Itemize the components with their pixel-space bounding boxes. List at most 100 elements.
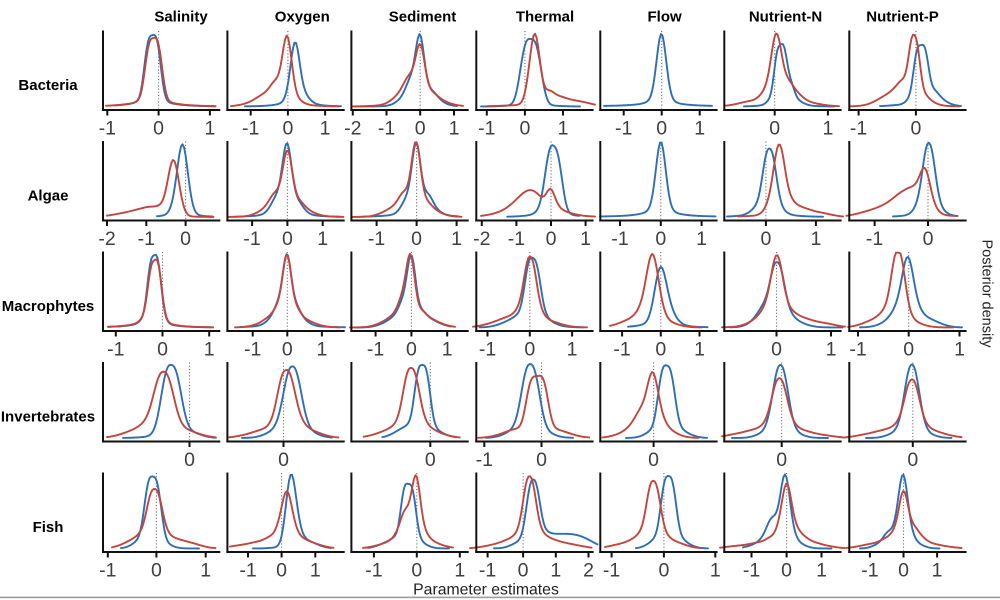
svg-text:Bacteria: Bacteria [18, 77, 78, 94]
svg-text:Nutrient-P: Nutrient-P [866, 8, 939, 25]
svg-text:-1: -1 [476, 449, 493, 471]
svg-text:0: 0 [518, 560, 529, 582]
svg-text:1: 1 [204, 339, 215, 361]
svg-text:0: 0 [180, 228, 191, 250]
svg-text:1: 1 [558, 118, 569, 140]
svg-text:0: 0 [278, 449, 289, 471]
svg-text:1: 1 [694, 339, 705, 361]
svg-text:0: 0 [655, 228, 666, 250]
svg-text:0: 0 [656, 118, 667, 140]
svg-text:1: 1 [696, 228, 707, 250]
svg-text:-1: -1 [743, 560, 760, 582]
svg-text:0: 0 [411, 560, 422, 582]
svg-text:0: 0 [153, 118, 164, 140]
svg-text:0: 0 [658, 560, 669, 582]
svg-text:0: 0 [276, 560, 287, 582]
svg-text:1: 1 [200, 560, 211, 582]
svg-text:1: 1 [442, 339, 453, 361]
svg-text:-1: -1 [603, 560, 620, 582]
svg-text:-2: -2 [98, 228, 115, 250]
svg-text:-1: -1 [849, 339, 866, 361]
svg-text:-1: -1 [478, 118, 495, 140]
svg-text:0: 0 [898, 560, 909, 582]
svg-text:0: 0 [546, 228, 557, 250]
svg-text:1: 1 [310, 560, 321, 582]
svg-text:0: 0 [769, 118, 780, 140]
svg-text:1: 1 [694, 118, 705, 140]
svg-text:Algae: Algae [28, 188, 69, 205]
svg-text:Salinity: Salinity [154, 8, 208, 25]
svg-text:-1: -1 [508, 228, 525, 250]
svg-text:0: 0 [776, 449, 787, 471]
svg-text:Posterior density: Posterior density [979, 240, 995, 349]
svg-text:1: 1 [449, 118, 460, 140]
svg-text:1: 1 [710, 560, 721, 582]
svg-text:Nutrient-N: Nutrient-N [749, 8, 822, 25]
svg-text:-1: -1 [368, 228, 385, 250]
svg-text:Oxygen: Oxygen [275, 8, 330, 25]
svg-text:0: 0 [157, 339, 168, 361]
svg-text:-1: -1 [138, 228, 155, 250]
svg-text:-1: -1 [99, 118, 116, 140]
svg-text:-1: -1 [866, 228, 883, 250]
svg-text:-1: -1 [242, 118, 259, 140]
svg-text:1: 1 [567, 339, 578, 361]
svg-text:0: 0 [406, 339, 417, 361]
svg-text:1: 1 [317, 228, 328, 250]
svg-text:-1: -1 [244, 339, 261, 361]
svg-text:1: 1 [316, 339, 327, 361]
svg-text:Sediment: Sediment [389, 8, 457, 25]
svg-text:Invertebrates: Invertebrates [1, 409, 95, 426]
svg-text:0: 0 [519, 118, 530, 140]
svg-text:Flow: Flow [648, 8, 682, 25]
svg-text:1: 1 [580, 228, 591, 250]
svg-text:-1: -1 [861, 560, 878, 582]
svg-text:-1: -1 [615, 118, 632, 140]
svg-text:0: 0 [760, 228, 771, 250]
svg-text:0: 0 [282, 118, 293, 140]
svg-text:-1: -1 [367, 339, 384, 361]
svg-text:-1: -1 [365, 560, 382, 582]
svg-text:-1: -1 [479, 339, 496, 361]
svg-text:-2: -2 [473, 228, 490, 250]
svg-text:0: 0 [411, 228, 422, 250]
svg-text:-1: -1 [850, 118, 867, 140]
svg-text:0: 0 [425, 449, 436, 471]
svg-text:-2: -2 [344, 118, 361, 140]
svg-text:1: 1 [822, 118, 833, 140]
svg-text:-1: -1 [611, 228, 628, 250]
svg-text:1: 1 [826, 339, 837, 361]
svg-text:-1: -1 [613, 339, 630, 361]
svg-text:0: 0 [524, 339, 535, 361]
svg-text:0: 0 [655, 339, 666, 361]
svg-text:0: 0 [415, 118, 426, 140]
svg-text:1: 1 [454, 560, 465, 582]
svg-text:1: 1 [932, 560, 943, 582]
svg-text:Macrophytes: Macrophytes [2, 298, 95, 315]
svg-text:-1: -1 [239, 560, 256, 582]
svg-text:-1: -1 [99, 560, 116, 582]
svg-text:Thermal: Thermal [516, 8, 574, 25]
svg-text:0: 0 [536, 449, 547, 471]
svg-text:Fish: Fish [33, 519, 64, 536]
svg-text:-1: -1 [243, 228, 260, 250]
svg-text:-1: -1 [378, 118, 395, 140]
svg-text:0: 0 [907, 449, 918, 471]
svg-text:1: 1 [550, 560, 561, 582]
svg-text:1: 1 [954, 339, 965, 361]
svg-text:1: 1 [451, 228, 462, 250]
svg-text:0: 0 [923, 228, 934, 250]
svg-text:0: 0 [151, 560, 162, 582]
svg-text:0: 0 [910, 118, 921, 140]
svg-text:0: 0 [184, 449, 195, 471]
svg-text:0: 0 [903, 339, 914, 361]
svg-text:2: 2 [583, 560, 594, 582]
svg-text:0: 0 [771, 339, 782, 361]
svg-text:0: 0 [282, 228, 293, 250]
svg-text:0: 0 [781, 560, 792, 582]
svg-text:-1: -1 [479, 560, 496, 582]
svg-text:0: 0 [282, 339, 293, 361]
svg-text:-1: -1 [107, 339, 124, 361]
svg-text:1: 1 [204, 118, 215, 140]
svg-text:1: 1 [320, 118, 331, 140]
